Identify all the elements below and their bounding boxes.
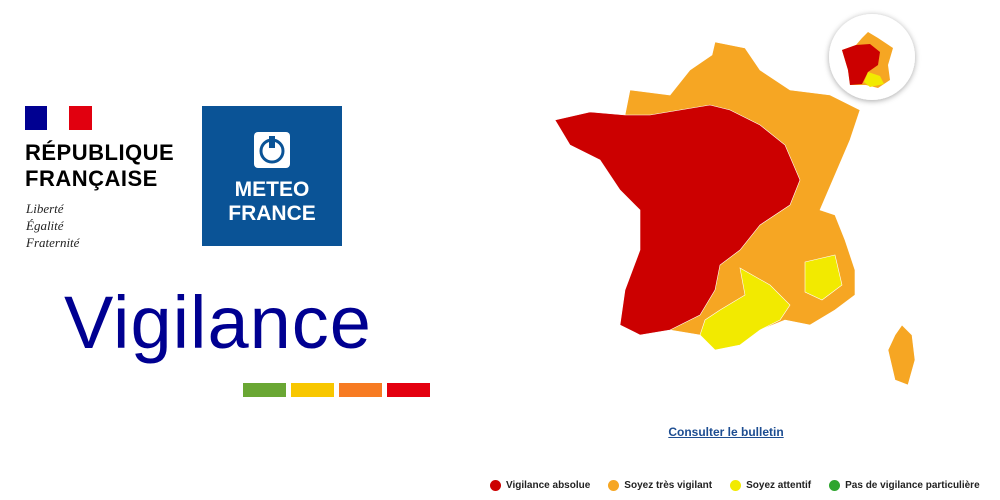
legend-label: Pas de vigilance particulière [845,480,980,491]
legend-dot [829,480,841,491]
legend: Vigilance absolue Soyez très vigilant Soye… [490,480,980,491]
legend-dot [490,480,501,491]
legend-label: Soyez très vigilant [624,480,713,491]
brand-line: FRANCE [228,202,316,225]
legend-label: Soyez attentif [746,480,812,491]
page-title: Vigilance [64,281,372,364]
legend-dot [608,480,620,491]
legend-item: Vigilance absolue [490,480,590,491]
republic-line: RÉPUBLIQUE [25,140,175,165]
motto: Liberté Égalité Fraternité [26,200,79,251]
motto-line: Égalité [26,218,64,233]
legend-label: Vigilance absolue [506,480,591,491]
republic-line: FRANÇAISE [25,166,158,191]
meteo-france-logo: METEO FRANCE [202,106,342,246]
motto-line: Liberté [26,201,64,216]
legend-dot [730,480,742,491]
brand: METEO FRANCE [202,178,342,226]
inset-map [829,14,915,100]
republic-name: RÉPUBLIQUE FRANÇAISE [25,140,174,192]
marianne-flag [25,106,92,130]
motto-line: Fraternité [26,235,80,250]
bulletin-link[interactable]: Consulter le bulletin [668,425,784,439]
logo-icon [254,132,290,168]
legend-item: Soyez très vigilant [608,480,712,491]
legend-item: Soyez attentif [730,480,811,491]
brand-line: METEO [234,178,310,201]
legend-item: Pas de vigilance particulière [829,480,980,491]
france-map [554,41,916,386]
vigilance-colors [243,383,430,397]
